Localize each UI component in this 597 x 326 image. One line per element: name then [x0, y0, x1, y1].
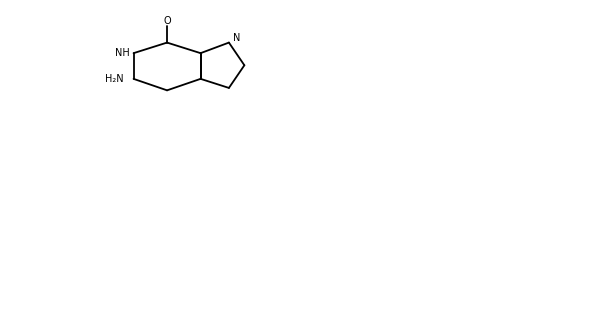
Text: O: O [163, 16, 171, 26]
Text: NH: NH [115, 48, 130, 58]
Text: N: N [233, 33, 240, 43]
Text: H₂N: H₂N [105, 74, 124, 84]
